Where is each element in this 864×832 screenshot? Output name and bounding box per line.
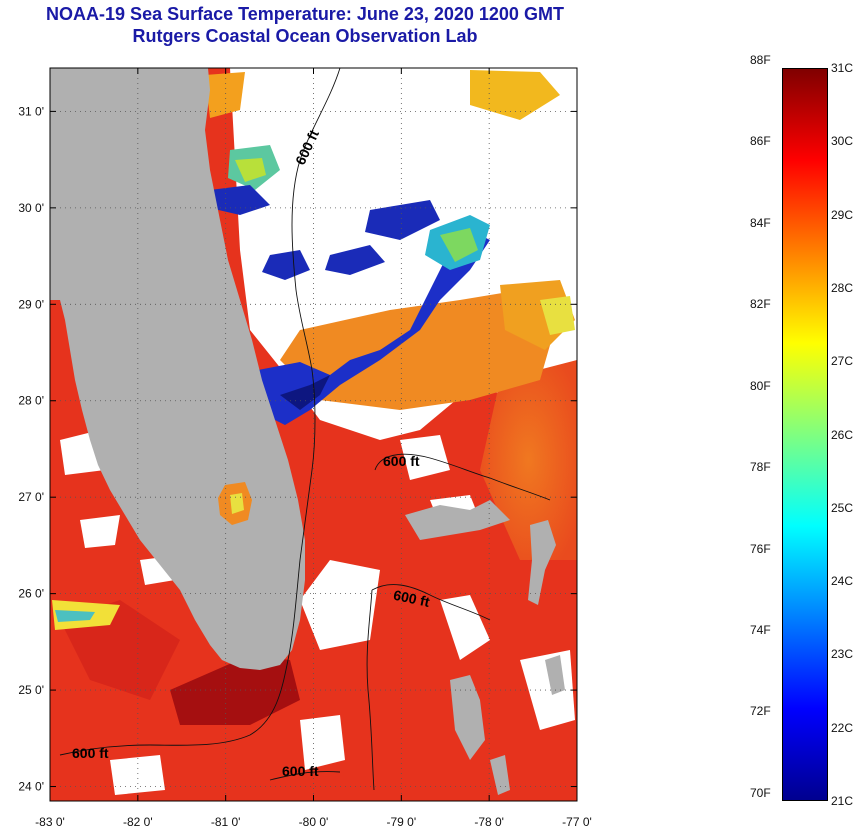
lon-tick-label: -77 0' [562, 815, 592, 829]
lon-tick-label: -83 0' [35, 815, 65, 829]
lat-tick-label: 24 0' [18, 780, 44, 794]
fahrenheit-tick-label: 86F [750, 134, 771, 149]
longitude-axis: -83 0' -82 0' -81 0' -80 0' -79 0' -78 0' -77 … [35, 68, 592, 829]
abaco-island [528, 520, 556, 605]
celsius-tick-label: 31C [831, 61, 854, 75]
fahrenheit-tick-label: 80F [750, 378, 771, 393]
fahrenheit-tick-label: 82F [750, 297, 771, 312]
celsius-tick-label: 26C [831, 427, 854, 442]
gulf-stream-orange [280, 290, 560, 410]
andros-south [490, 755, 510, 795]
lat-tick-label: 31 0' [18, 104, 44, 118]
lon-tick-label: -79 0' [387, 815, 417, 829]
celsius-tick-label: 23C [831, 647, 854, 662]
contour-label: 600 ft [383, 453, 420, 469]
celsius-tick-label: 27C [831, 354, 854, 369]
cloud-patch [300, 560, 380, 650]
ne-yellow-patch [470, 70, 560, 120]
celsius-tick-label: 29C [831, 207, 854, 222]
celsius-tick-label: 25C [831, 500, 854, 515]
temperature-colorbar [782, 68, 828, 801]
contour-label: 600 ft [392, 587, 431, 610]
lon-tick-label: -80 0' [299, 815, 329, 829]
cloud-patch [80, 515, 120, 548]
map-title: NOAA-19 Sea Surface Temperature: June 23… [46, 4, 564, 24]
lat-tick-label: 25 0' [18, 683, 44, 697]
celsius-tick-label: 24C [831, 574, 854, 589]
lon-tick-label: -78 0' [474, 815, 504, 829]
map-subtitle: Rutgers Coastal Ocean Observation Lab [132, 26, 478, 46]
lon-tick-label: -81 0' [211, 815, 241, 829]
atlantic-orange-region [480, 360, 577, 560]
celsius-tick-label: 22C [831, 720, 854, 735]
andros-island [450, 675, 485, 760]
celsius-tick-label: 30C [831, 134, 854, 149]
grand-bahama-island [405, 500, 510, 540]
isobath-600ft [59, 67, 551, 791]
fahrenheit-tick-label: 70F [750, 785, 771, 800]
lat-tick-label: 30 0' [18, 201, 44, 215]
fahrenheit-tick-label: 74F [750, 622, 771, 637]
fahrenheit-tick-label: 72F [750, 704, 771, 719]
celsius-tick-label: 21C [831, 794, 854, 808]
contour-label: 600 ft [282, 763, 319, 779]
upwelling-cold-patch [258, 230, 490, 425]
fahrenheit-tick-label: 78F [750, 460, 771, 475]
fahrenheit-tick-label: 84F [750, 215, 771, 230]
fahrenheit-tick-label: 76F [750, 541, 771, 556]
latitude-axis: 31 0' 30 0' 29 0' 28 0' 27 0' 26 0' 25 0' 24 0' [18, 104, 577, 794]
sst-field [50, 68, 577, 801]
lon-tick-label: -82 0' [123, 815, 153, 829]
lat-tick-label: 26 0' [18, 587, 44, 601]
lat-tick-label: 27 0' [18, 490, 44, 504]
celsius-tick-label: 28C [831, 280, 854, 295]
contour-label: 600 ft [72, 745, 109, 761]
fahrenheit-tick-label: 88F [750, 52, 771, 67]
lat-tick-label: 29 0' [18, 297, 44, 311]
lat-tick-label: 28 0' [18, 394, 44, 408]
